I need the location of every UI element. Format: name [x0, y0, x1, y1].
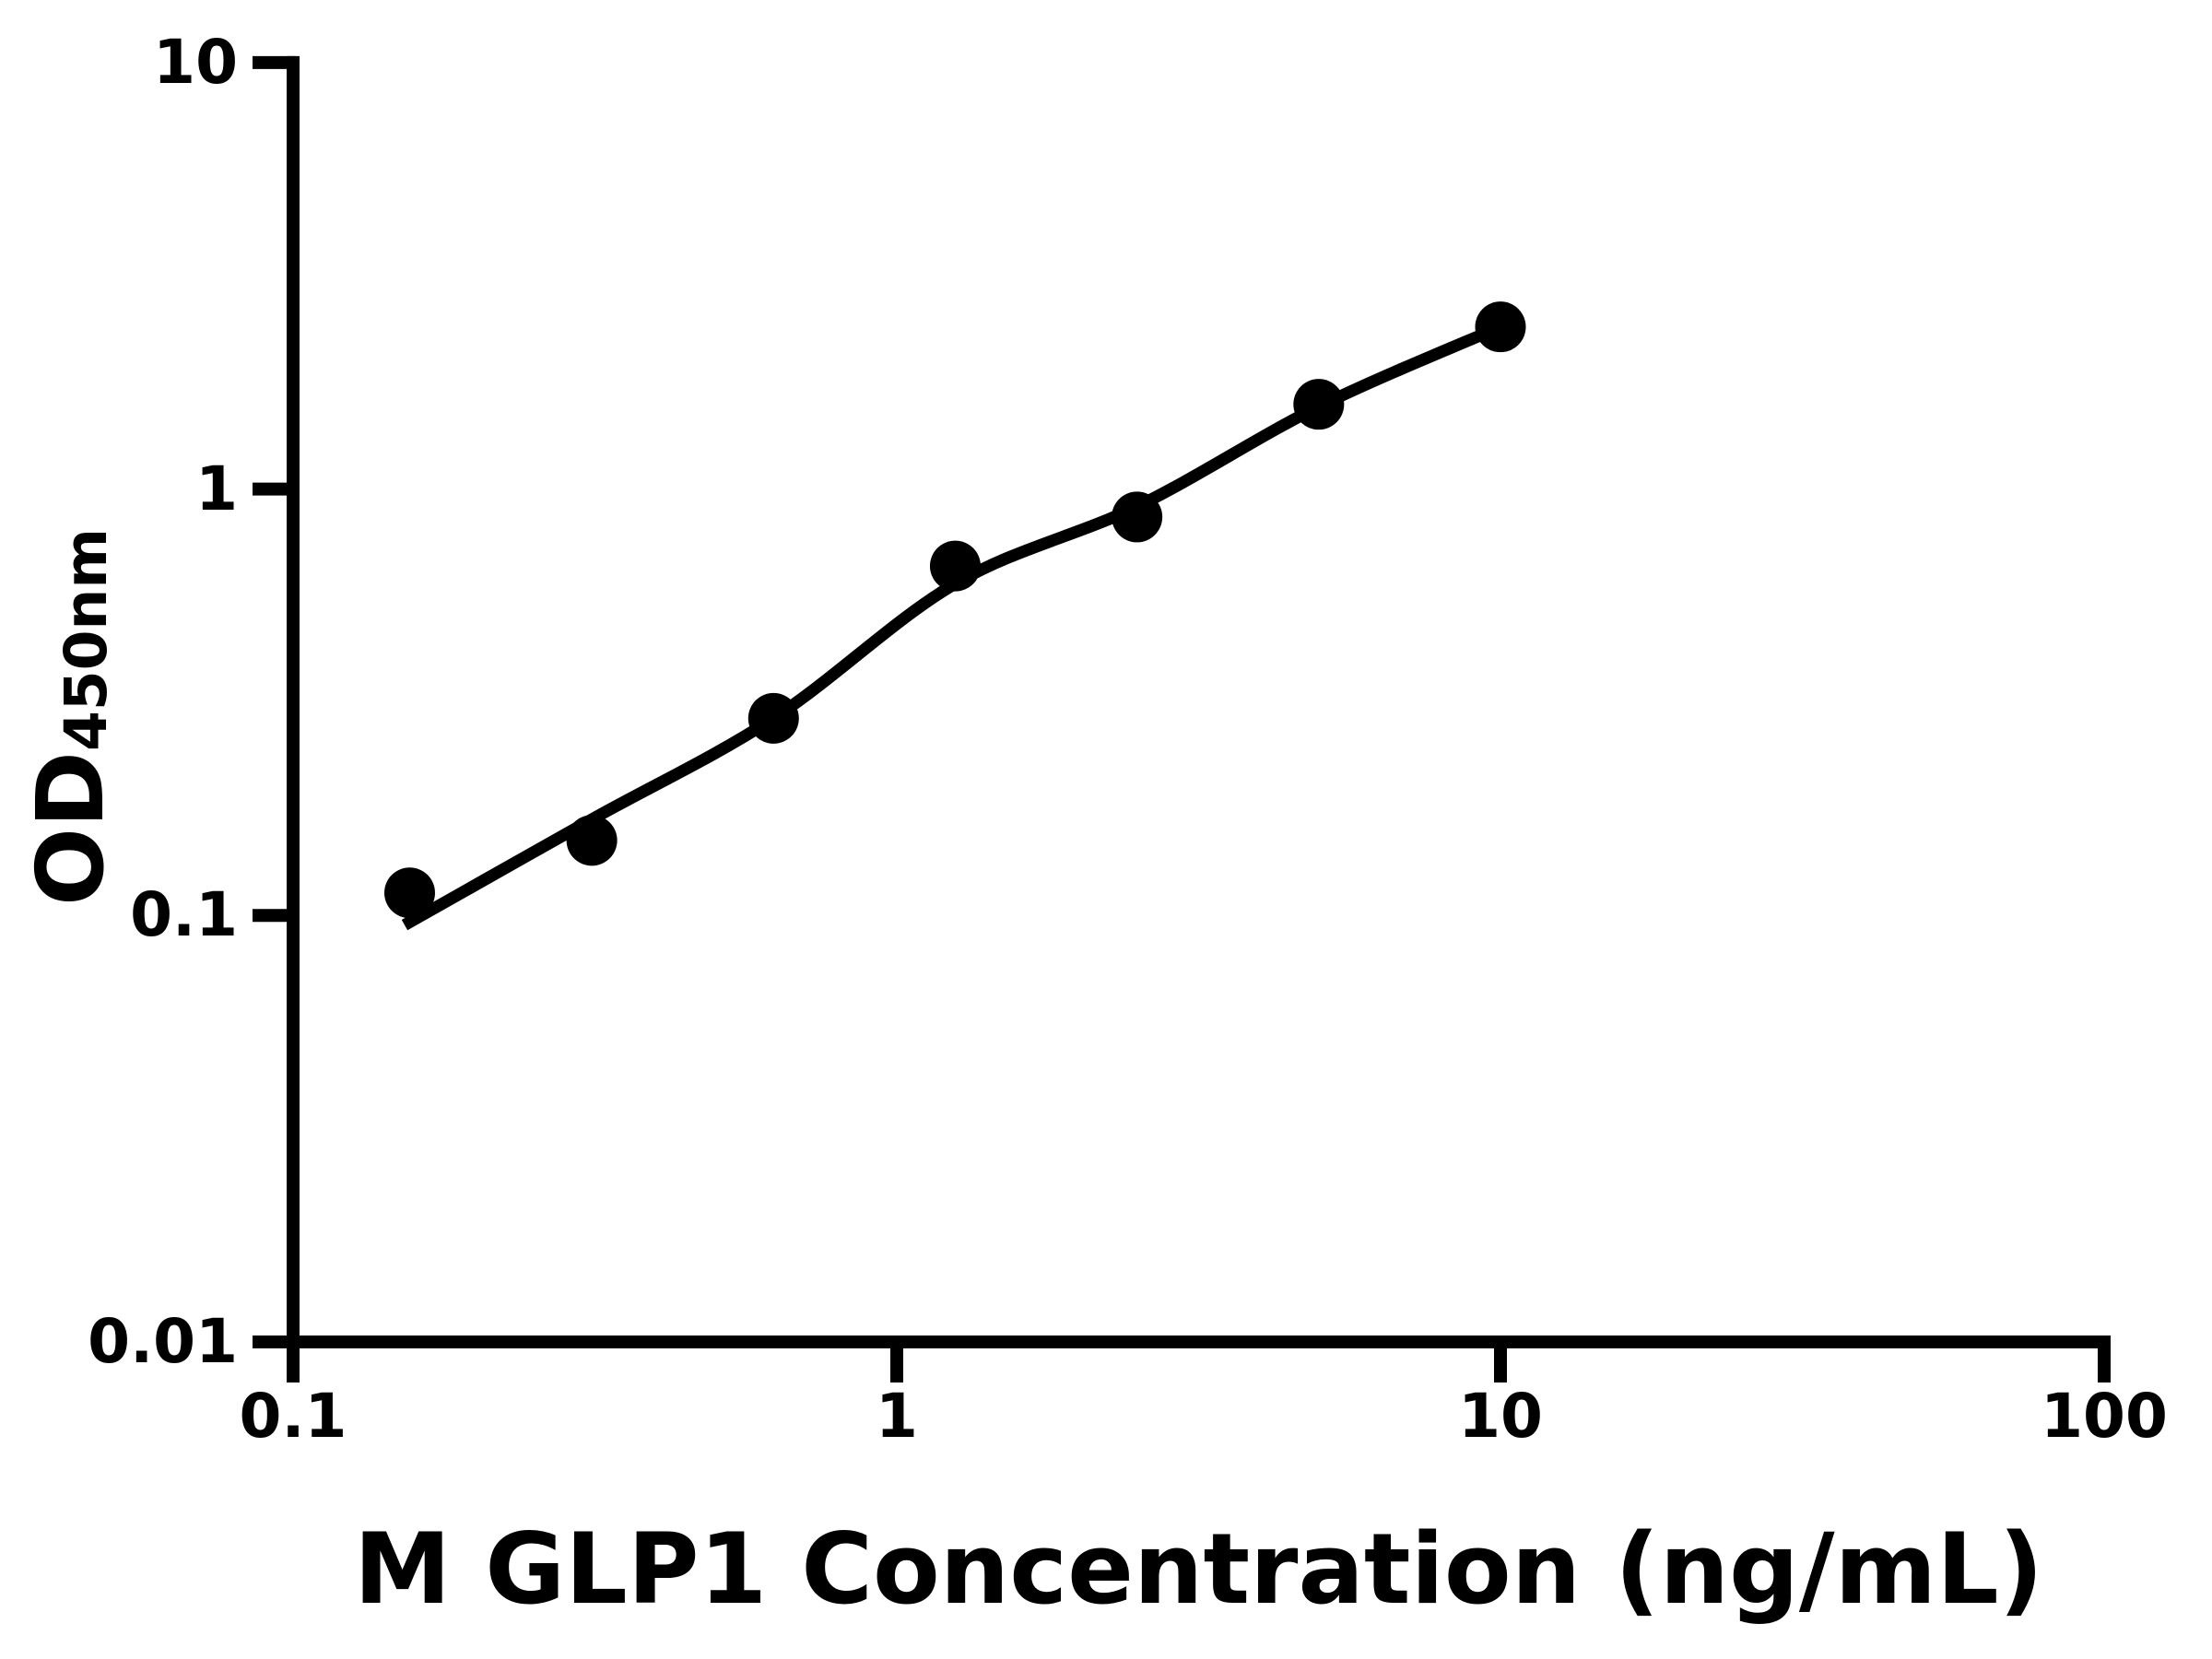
y-tick-label: 0.01: [88, 1306, 238, 1377]
y-tick-label: 1: [195, 453, 238, 524]
data-point: [1475, 301, 1526, 353]
data-point: [1293, 379, 1345, 430]
y-tick-label: 10: [153, 26, 238, 98]
y-axis-title-subscript: 450nm: [53, 527, 120, 751]
y-axis-title-main: OD: [17, 750, 124, 907]
y-tick-label: 0.1: [130, 879, 238, 951]
data-point: [747, 692, 799, 744]
y-axis-title: OD450nm: [17, 527, 124, 906]
x-tick-label: 10: [1458, 1381, 1543, 1452]
data-point: [1112, 491, 1163, 543]
x-tick-label: 100: [2041, 1381, 2168, 1452]
x-tick-label: 0.1: [239, 1381, 347, 1452]
x-axis-title: M GLP1 Concentration (ng/mL): [353, 1512, 2044, 1626]
data-point: [383, 867, 435, 919]
x-tick-label: 1: [876, 1381, 918, 1452]
data-point: [566, 815, 618, 866]
data-point: [929, 540, 981, 592]
